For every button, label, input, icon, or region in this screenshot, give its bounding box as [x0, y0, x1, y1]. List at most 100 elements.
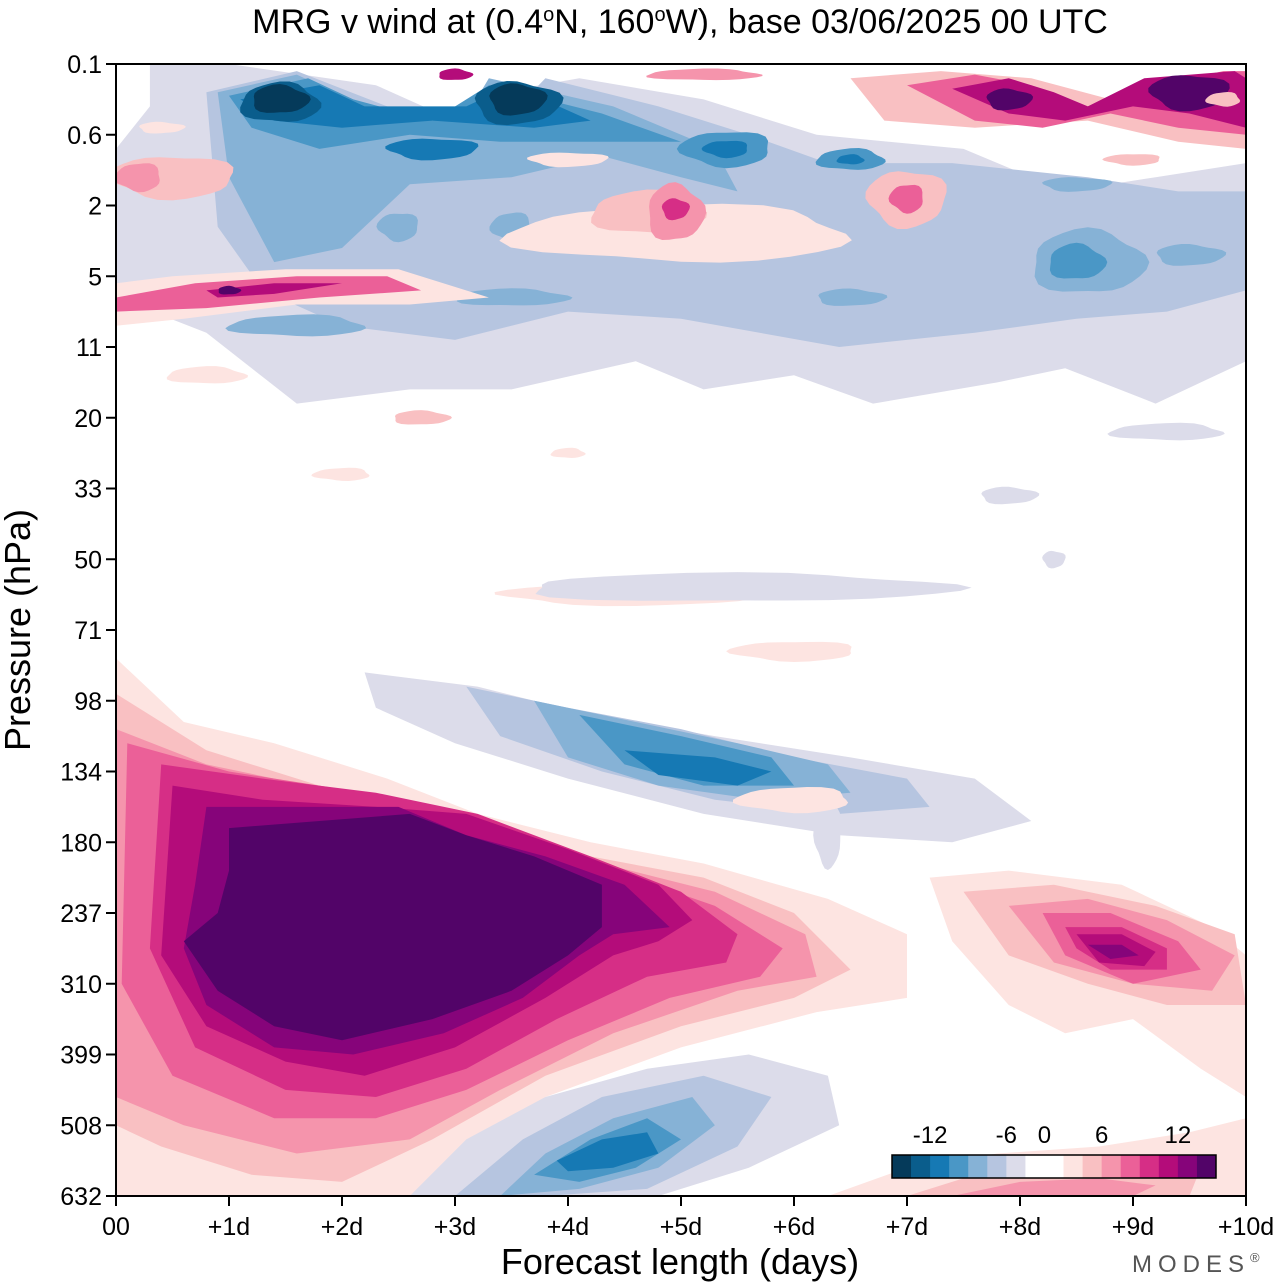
colorbar-swatch	[1063, 1155, 1083, 1178]
positive-patch	[726, 641, 852, 662]
negative-patch	[813, 805, 841, 870]
title-suffix: W), base 03/06/2025 00 UTC	[666, 3, 1108, 41]
y-tick-label: 508	[60, 1112, 102, 1140]
positive-patch	[733, 787, 849, 814]
colorbar-swatch	[1120, 1155, 1141, 1178]
positive-patch	[439, 68, 474, 80]
chart-title: MRG v wind at (0.4oN, 160oW), base 03/06…	[252, 3, 1108, 41]
y-tick-label: 71	[74, 617, 102, 645]
colorbar-swatch	[1139, 1155, 1160, 1178]
negative-core	[256, 191, 315, 251]
x-tick-label: 00	[102, 1213, 130, 1241]
positive-patch	[311, 467, 370, 481]
positive-patch	[646, 68, 763, 81]
y-tick-label: 399	[60, 1042, 102, 1070]
colorbar-swatch	[911, 1155, 931, 1178]
y-tick-label: 0.1	[67, 51, 102, 79]
negative-core	[489, 83, 548, 116]
positive-band-12	[183, 813, 602, 1041]
colorbar-swatch	[892, 1155, 912, 1178]
colorbar-swatch	[949, 1155, 969, 1178]
colorbar-swatch	[1082, 1155, 1103, 1178]
contour-field	[116, 64, 1246, 1196]
negative-core	[1156, 244, 1227, 266]
colorbar: -12 -6 0 6 12	[891, 1122, 1217, 1179]
positive-patch	[550, 447, 586, 458]
positive-patch	[1205, 92, 1241, 107]
colorbar-swatch	[1158, 1155, 1179, 1178]
colorbar-swatch	[1101, 1155, 1122, 1178]
x-tick-label: +5d	[660, 1213, 702, 1241]
colorbar-frame	[891, 1154, 1217, 1179]
title-degree-2: o	[654, 4, 665, 26]
x-tick-label: +6d	[773, 1213, 815, 1241]
negative-core	[701, 140, 748, 159]
positive-patch	[1102, 154, 1160, 166]
colorbar-swatch	[1044, 1155, 1064, 1178]
x-tick-label: +10d	[1218, 1213, 1274, 1241]
y-tick-label: 632	[60, 1183, 102, 1211]
negative-core	[456, 288, 573, 306]
y-tick-label: 2	[88, 193, 102, 221]
x-axis-label: Forecast length (days)	[501, 1241, 859, 1282]
negative-core	[836, 154, 865, 165]
colorbar-swatch	[987, 1155, 1007, 1178]
negative-band-low-7.5	[556, 1132, 659, 1172]
colorbar-swatch	[1177, 1155, 1198, 1178]
x-tick-label: +4d	[547, 1213, 589, 1241]
y-axis: 0.1 0.6 2 5 11 20 33 50 71 98 134 180 237 310 399 508 63…	[60, 51, 116, 1211]
positive-patch	[139, 121, 186, 134]
x-tick-label: +8d	[999, 1213, 1041, 1241]
y-tick-label: 5	[88, 263, 102, 291]
colorbar-label: 6	[1095, 1122, 1108, 1149]
negative-core	[376, 213, 418, 243]
y-axis-label: Pressure (hPa)	[0, 509, 38, 751]
negative-patch	[535, 572, 972, 601]
y-tick-label: 134	[60, 759, 102, 787]
x-tick-label: +3d	[434, 1213, 476, 1241]
negative-patch	[1107, 422, 1225, 441]
colorbar-swatch	[930, 1155, 950, 1178]
y-tick-label: 237	[60, 900, 102, 928]
negative-core	[225, 314, 367, 337]
y-tick-label: 50	[74, 546, 102, 574]
colorbar-label: 12	[1165, 1122, 1192, 1149]
negative-patch	[1042, 550, 1066, 569]
x-tick-label: +1d	[208, 1213, 250, 1241]
positive-core	[218, 285, 242, 295]
x-tick-label: +2d	[321, 1213, 363, 1241]
title-prefix: MRG v wind at (0.4	[252, 3, 543, 41]
y-tick-label: 11	[76, 334, 102, 362]
negative-band-7.5	[624, 750, 772, 786]
negative-core	[818, 288, 888, 306]
positive-patch	[395, 410, 452, 425]
x-tick-label: +9d	[1112, 1213, 1154, 1241]
colorbar-swatch	[1025, 1155, 1045, 1178]
negative-core	[1042, 177, 1113, 192]
brand-name: MODES	[1132, 1251, 1250, 1278]
colorbar-swatch	[968, 1155, 988, 1178]
x-tick-label: +7d	[886, 1213, 928, 1241]
colorbar-label: 0	[1038, 1122, 1051, 1149]
y-tick-label: 98	[74, 688, 102, 716]
colorbar-label: -12	[913, 1122, 948, 1149]
title-degree-1: o	[543, 4, 554, 26]
positive-patch	[116, 163, 160, 193]
positive-upper-streak-9	[206, 283, 342, 298]
brand-logo: MODES®	[1132, 1250, 1260, 1278]
y-tick-label: 180	[60, 829, 102, 857]
negative-core	[385, 138, 479, 161]
title-mid: N, 160	[554, 3, 654, 41]
positive-core	[986, 88, 1034, 111]
brand-mark: ®	[1250, 1250, 1260, 1265]
y-tick-label: 33	[74, 476, 102, 504]
positive-patch	[527, 152, 609, 168]
positive-patch	[888, 184, 923, 214]
y-tick-label: 20	[74, 405, 102, 433]
y-tick-label: 310	[60, 971, 102, 999]
negative-core	[1049, 242, 1108, 279]
colorbar-label: -6	[996, 1122, 1017, 1149]
positive-patch	[661, 198, 690, 221]
colorbar-swatch	[1006, 1155, 1026, 1178]
